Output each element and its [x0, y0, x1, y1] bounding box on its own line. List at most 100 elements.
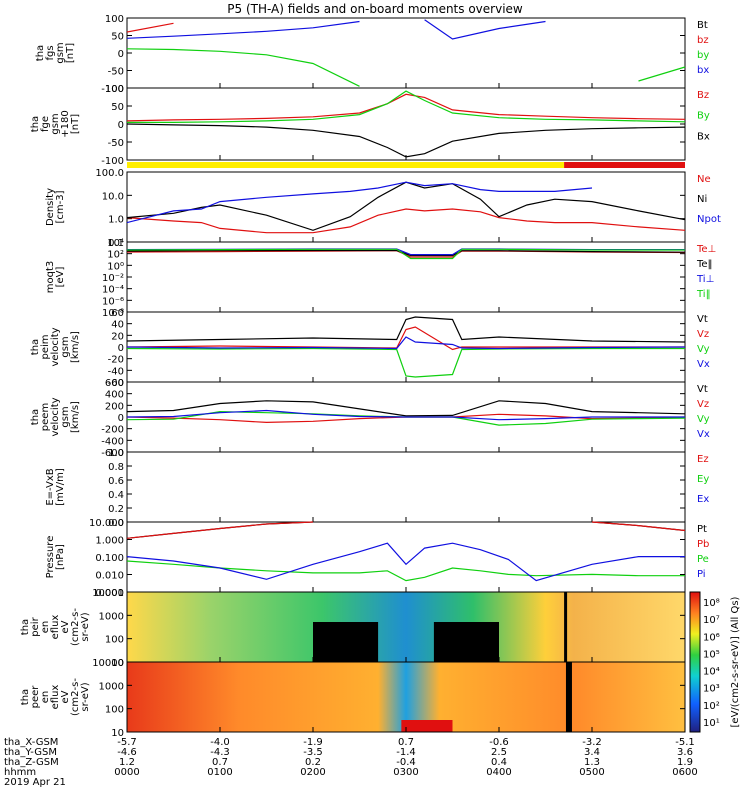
y-tick-label: 0.6 [108, 476, 124, 487]
footer-value: 1.9 [677, 757, 693, 768]
footer-row-label: hhmm [4, 767, 36, 778]
y-axis-label: gsm [50, 113, 61, 134]
legend-entry: Ti‖ [696, 289, 711, 300]
legend-entry: Vt [697, 314, 708, 325]
y-axis-label: (cm2-s- [70, 678, 81, 716]
y-axis-label: eV [60, 690, 71, 703]
y-tick-label: 1000 [99, 681, 124, 692]
legend-entry: Vy [697, 344, 710, 355]
y-tick-label: 0 [118, 49, 124, 60]
legend-entry: Pb [697, 539, 709, 550]
y-axis-label: en [40, 691, 51, 704]
footer-row-label: tha_X-GSM [4, 737, 58, 748]
footer-row-label: tha_Z-GSM [4, 757, 59, 768]
footer-value: 0000 [114, 767, 139, 778]
y-tick-label: 10.000 [89, 518, 124, 529]
y-axis-label: en [40, 621, 51, 634]
colorbar-label: [eV/(cm2-s-sr-eV)] (All Qs) [730, 596, 741, 727]
y-tick-label: 100 [105, 14, 124, 25]
legend-entry: Ex [697, 494, 709, 505]
y-tick-label: -100 [101, 156, 124, 167]
panel-density [126, 171, 686, 243]
legend-entry: Ez [697, 454, 709, 465]
y-axis-label: [mV/m] [55, 468, 66, 506]
footer-value: 1.3 [584, 757, 600, 768]
y-tick-label: 100 [105, 705, 124, 716]
footer-value: 3.4 [584, 747, 600, 758]
y-tick-label: 0.010 [95, 571, 124, 582]
spectrogram-gap [313, 622, 379, 662]
y-tick-label: 0.8 [108, 462, 124, 473]
legend-entry: bz [697, 35, 709, 46]
colorbar-tick-label: 10⁷ [703, 615, 720, 626]
y-tick-label: 0.001 [95, 588, 124, 599]
y-tick-label: -60 [108, 378, 124, 389]
legend-entry: Vx [697, 429, 710, 440]
y-axis-label: [km/s] [70, 331, 81, 363]
colorbar-tick-label: 10⁵ [703, 649, 720, 660]
y-axis-label: tha [30, 339, 41, 355]
series-line-Vx [126, 409, 685, 421]
footer-value: 0.7 [398, 737, 414, 748]
legend-entry: bx [697, 65, 709, 76]
legend-entry: by [697, 50, 709, 61]
footer-value: 2.5 [491, 747, 507, 758]
y-axis-label: peim [40, 334, 51, 359]
footer-value: -4.0 [210, 737, 230, 748]
footer-value: 0200 [300, 767, 325, 778]
mode-bar [127, 162, 565, 168]
page-title: P5 (TH-A) fields and on-board moments ov… [227, 2, 523, 16]
legend-entry: Vz [697, 329, 709, 340]
footer-value: -0.6 [489, 737, 509, 748]
panel-peer [126, 661, 686, 733]
panel-frame [126, 87, 686, 161]
series-line-Te‖ [126, 249, 686, 257]
legend-entry: Vx [697, 359, 710, 370]
y-axis-label: moqt3 [45, 261, 56, 294]
y-tick-label: 10 [111, 728, 124, 739]
colorbar-tick-label: 10⁴ [703, 667, 720, 678]
y-tick-label: -50 [108, 67, 124, 78]
footer-value: -5.1 [675, 737, 695, 748]
y-tick-label: 100 [105, 84, 124, 95]
footer-value: 0500 [579, 767, 604, 778]
legend-entry: Vz [697, 399, 709, 410]
y-tick-label: 10.0 [102, 191, 124, 202]
y-tick-label: 0.2 [108, 504, 124, 515]
colorbar-tick-label: 10³ [703, 684, 720, 695]
series-line-Ni [126, 181, 686, 231]
y-tick-label: 0 [118, 120, 124, 131]
legend-entry: Npot [697, 214, 721, 225]
series-line-Pi [126, 542, 685, 582]
footer-value: -1.9 [303, 737, 323, 748]
y-tick-label: 0.4 [108, 490, 124, 501]
y-tick-label: 1.0 [108, 448, 124, 459]
panel-frame [126, 17, 686, 89]
panel-peem [126, 381, 686, 453]
y-axis-label: Density [45, 188, 56, 226]
y-axis-label: gsm [60, 336, 71, 357]
y-tick-label: 20 [111, 331, 124, 342]
series-line-bz [126, 22, 174, 33]
y-axis-label: tha [35, 45, 46, 61]
legend-entry: Te⊥ [696, 244, 716, 255]
y-tick-label: 50 [111, 102, 124, 113]
y-axis-label: eflux [50, 685, 61, 710]
footer-value: 0.2 [305, 757, 321, 768]
footer-value: 1.2 [119, 757, 135, 768]
series-line-Vx [126, 336, 686, 350]
series-line-Bz [126, 93, 686, 122]
panel-frame [126, 451, 686, 523]
footer-value: 0.4 [491, 757, 507, 768]
y-tick-label: 10⁻⁸ [102, 308, 124, 319]
y-tick-label: 100 [105, 635, 124, 646]
y-tick-label: 1.0 [108, 215, 124, 226]
footer-value: -5.7 [117, 737, 137, 748]
series-line-Vy [126, 347, 685, 378]
y-axis-label: gsm [60, 406, 71, 427]
panel-frame [126, 521, 686, 593]
spectrogram-band [401, 720, 453, 732]
footer-value: 0400 [486, 767, 511, 778]
y-axis-label: (cm2-s- [70, 608, 81, 646]
